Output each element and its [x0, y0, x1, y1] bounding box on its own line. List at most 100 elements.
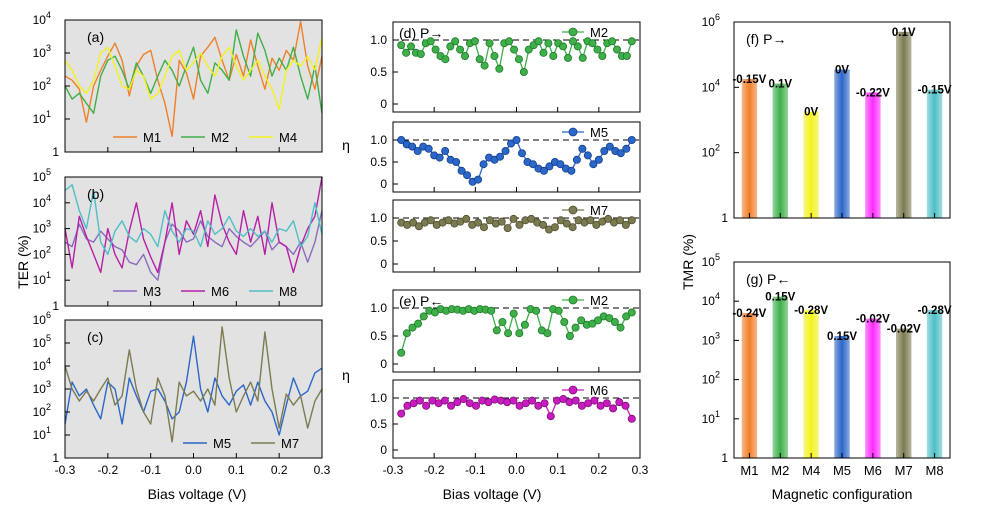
data-point — [413, 146, 422, 155]
ytick-label: 0.5 — [370, 234, 387, 248]
data-point — [453, 398, 462, 407]
bar-label-M4: -0.28V — [794, 305, 828, 317]
ytick-label: 1.0 — [370, 391, 387, 405]
data-point — [598, 52, 607, 61]
bar-M7 — [896, 328, 912, 458]
data-point — [622, 144, 631, 153]
data-point — [565, 331, 574, 340]
data-point — [568, 223, 577, 232]
ytick-label-exp: 3 — [46, 379, 51, 389]
ytick-label-base: 10 — [702, 412, 716, 426]
data-point — [435, 153, 444, 162]
ytick-label: 103 — [702, 330, 720, 347]
data-point — [540, 399, 549, 408]
panel-d2: 0 0.5 1.0 M5 — [370, 121, 641, 193]
bar-M1 — [741, 313, 758, 458]
data-point — [509, 309, 518, 318]
ytick-label: 104 — [33, 356, 51, 373]
ytick-label-exp: 1 — [46, 270, 51, 280]
ytick-label-exp: 4 — [715, 77, 720, 87]
data-point — [577, 316, 586, 325]
bar-M4 — [803, 309, 819, 458]
data-point — [539, 166, 548, 175]
mid-ylabel-top: η — [342, 137, 350, 153]
ytick-label-exp: 1 — [715, 409, 720, 419]
bar-M1 — [741, 78, 758, 218]
bar-M5 — [834, 335, 850, 458]
xtick-label: M1 — [740, 463, 758, 478]
ytick-label: 1.0 — [370, 33, 387, 47]
panel-label: (g) P← — [746, 271, 790, 287]
data-point — [613, 45, 622, 54]
data-point — [571, 396, 580, 405]
data-point — [440, 396, 449, 405]
data-point — [589, 160, 598, 169]
data-point — [527, 214, 536, 223]
data-point — [532, 306, 541, 315]
legend-label-M6: M6 — [211, 284, 229, 299]
legend-marker-M2 — [568, 295, 578, 305]
xtick-label: 0.1 — [549, 463, 566, 477]
ytick-label: 102 — [33, 402, 51, 419]
data-point — [567, 166, 576, 175]
data-point — [627, 37, 636, 46]
data-point — [402, 329, 411, 338]
data-point — [475, 55, 484, 64]
ytick-label: 104 — [702, 77, 720, 94]
ytick-label-exp: 3 — [46, 219, 51, 229]
legend-label-M5: M5 — [590, 125, 608, 140]
series-line-M1 — [64, 20, 323, 137]
bar-M8 — [926, 309, 943, 458]
data-point — [590, 396, 599, 405]
data-point — [602, 399, 611, 408]
data-point — [498, 317, 507, 326]
data-point — [446, 42, 455, 51]
ytick-label-base: 10 — [33, 359, 47, 373]
panel-label: (a) — [87, 29, 104, 45]
data-point — [627, 135, 636, 144]
data-point — [594, 155, 603, 164]
legend-label-M3: M3 — [143, 284, 161, 299]
ytick-label-base: 10 — [33, 13, 47, 27]
data-point — [616, 323, 625, 332]
data-point — [408, 323, 417, 332]
left-ylabel: TER (%) — [15, 235, 31, 289]
ytick-label-base: 10 — [702, 80, 716, 94]
legend-marker-M5 — [568, 127, 578, 137]
ytick-label-base: 10 — [33, 79, 47, 93]
data-point — [495, 64, 504, 73]
data-point — [462, 214, 471, 223]
ytick-label-exp: 2 — [715, 143, 720, 153]
ytick-label-exp: 5 — [715, 252, 720, 262]
panel-e1: 0 0.5 1.0 (e) P← M2 — [370, 289, 641, 373]
ytick-label: 1 — [721, 211, 728, 225]
data-point — [517, 149, 526, 158]
xtick-label: -0.3 — [383, 463, 404, 477]
ytick-label: 101 — [33, 109, 51, 126]
ytick-label-base: 10 — [702, 294, 716, 308]
data-point — [593, 45, 602, 54]
ytick-label-exp: 4 — [46, 10, 51, 20]
data-point — [457, 166, 466, 175]
data-point — [414, 319, 423, 328]
data-point — [470, 37, 479, 46]
data-point — [560, 317, 569, 326]
data-point — [490, 52, 499, 61]
data-point — [452, 157, 461, 166]
data-point — [459, 395, 468, 404]
legend-label-M8: M8 — [279, 284, 297, 299]
bar-label-M1: -0.24V — [732, 308, 766, 320]
legend-label-M2: M2 — [590, 25, 608, 40]
panel-g: -0.24V0.15V-0.28V0.15V-0.02V-0.02V-0.28V… — [702, 252, 952, 478]
data-point — [627, 308, 636, 317]
data-point — [426, 216, 435, 225]
data-point — [514, 55, 523, 64]
ytick-label-base: 10 — [33, 247, 47, 261]
ytick-label: 102 — [702, 143, 720, 160]
data-point — [424, 144, 433, 153]
ytick-label-exp: 6 — [46, 310, 51, 320]
ytick-label: 103 — [33, 379, 51, 396]
series-line-M5 — [64, 335, 323, 436]
ytick-label: 1.0 — [370, 211, 387, 225]
data-point — [441, 146, 450, 155]
